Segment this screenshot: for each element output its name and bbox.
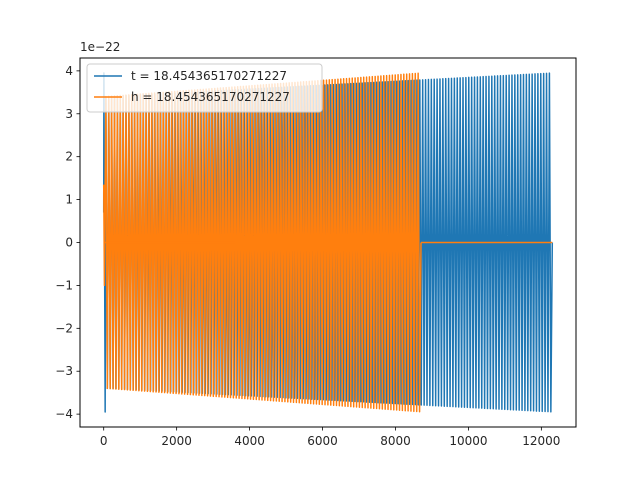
y-exponent-label: 1e−22: [80, 40, 120, 54]
y-tick-label: 4: [65, 64, 73, 78]
y-tick-label: −4: [55, 407, 73, 421]
y-tick-label: 3: [65, 107, 73, 121]
legend: t = 18.454365170271227 h = 18.4543651702…: [86, 63, 323, 113]
legend-box: [86, 63, 323, 113]
y-tick-label: −1: [55, 278, 73, 292]
x-tick-label: 2000: [161, 434, 192, 448]
y-tick-label: −3: [55, 364, 73, 378]
y-tick-label: 1: [65, 193, 73, 207]
legend-label-h: h = 18.454365170271227: [131, 90, 290, 104]
y-axis: −4 −3 −2 −1 0 1 2 3 4: [55, 64, 80, 421]
y-tick-label: −2: [55, 321, 73, 335]
x-tick-label: 8000: [380, 434, 411, 448]
x-tick-label: 0: [100, 434, 108, 448]
x-tick-label: 10000: [449, 434, 487, 448]
plot-area: [102, 72, 554, 413]
x-tick-label: 6000: [307, 434, 338, 448]
x-tick-label: 4000: [234, 434, 265, 448]
series-line-h: [102, 72, 422, 413]
y-tick-label: 0: [65, 236, 73, 250]
y-tick-label: 2: [65, 150, 73, 164]
legend-label-t: t = 18.454365170271227: [131, 69, 287, 83]
x-tick-label: 12000: [522, 434, 560, 448]
x-axis: 0 2000 4000 6000 8000 10000 12000: [100, 427, 560, 448]
